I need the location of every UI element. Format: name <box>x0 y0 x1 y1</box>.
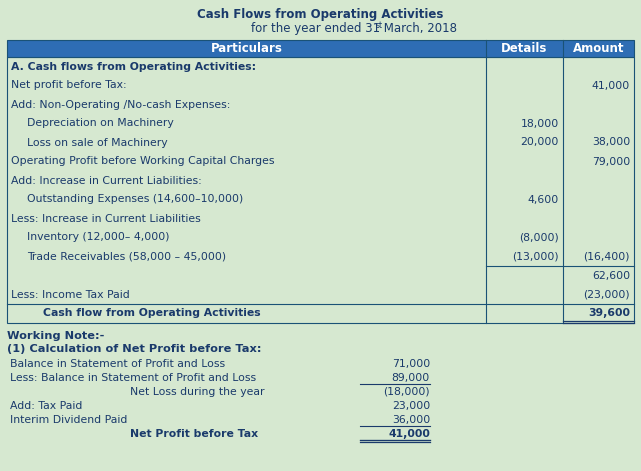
Text: 62,600: 62,600 <box>592 270 630 281</box>
Text: (18,000): (18,000) <box>383 387 430 397</box>
Text: Cash Flows from Operating Activities: Cash Flows from Operating Activities <box>197 8 444 21</box>
Bar <box>7 57 634 323</box>
Bar <box>7 40 634 57</box>
Text: 79,000: 79,000 <box>592 156 630 167</box>
Text: Net Profit before Tax: Net Profit before Tax <box>130 429 258 439</box>
Text: Add: Increase in Current Liabilities:: Add: Increase in Current Liabilities: <box>11 176 202 186</box>
Text: (13,000): (13,000) <box>512 252 559 261</box>
Text: Less: Increase in Current Liabilities: Less: Increase in Current Liabilities <box>11 213 201 224</box>
Text: 4,600: 4,600 <box>528 195 559 204</box>
Text: Balance in Statement of Profit and Loss: Balance in Statement of Profit and Loss <box>10 359 225 369</box>
Text: March, 2018: March, 2018 <box>379 22 456 35</box>
Text: Inventory (12,000– 4,000): Inventory (12,000– 4,000) <box>27 233 169 243</box>
Text: for the year ended 31: for the year ended 31 <box>251 22 380 35</box>
Text: Operating Profit before Working Capital Charges: Operating Profit before Working Capital … <box>11 156 274 167</box>
Text: 20,000: 20,000 <box>520 138 559 147</box>
Text: 39,600: 39,600 <box>588 309 630 318</box>
Text: st: st <box>376 21 383 30</box>
Text: Loss on sale of Machinery: Loss on sale of Machinery <box>27 138 168 147</box>
Text: 36,000: 36,000 <box>392 415 430 425</box>
Text: (23,000): (23,000) <box>583 290 630 300</box>
Text: (16,400): (16,400) <box>583 252 630 261</box>
Text: Trade Receivables (58,000 – 45,000): Trade Receivables (58,000 – 45,000) <box>27 252 226 261</box>
Text: Less: Income Tax Paid: Less: Income Tax Paid <box>11 290 129 300</box>
Text: Add: Tax Paid: Add: Tax Paid <box>10 401 83 411</box>
Text: Cash flow from Operating Activities: Cash flow from Operating Activities <box>43 309 261 318</box>
Text: Add: Non-Operating /No-cash Expenses:: Add: Non-Operating /No-cash Expenses: <box>11 99 230 109</box>
Text: Particulars: Particulars <box>210 42 283 55</box>
Text: Interim Dividend Paid: Interim Dividend Paid <box>10 415 128 425</box>
Text: 38,000: 38,000 <box>592 138 630 147</box>
Text: Net Loss during the year: Net Loss during the year <box>130 387 265 397</box>
Text: Net profit before Tax:: Net profit before Tax: <box>11 81 127 90</box>
Text: Less: Balance in Statement of Profit and Loss: Less: Balance in Statement of Profit and… <box>10 373 256 383</box>
Text: 23,000: 23,000 <box>392 401 430 411</box>
Text: 41,000: 41,000 <box>388 429 430 439</box>
Text: Outstanding Expenses (14,600–10,000): Outstanding Expenses (14,600–10,000) <box>27 195 243 204</box>
Text: (1) Calculation of Net Profit before Tax:: (1) Calculation of Net Profit before Tax… <box>7 344 262 354</box>
Text: A. Cash flows from Operating Activities:: A. Cash flows from Operating Activities: <box>11 62 256 72</box>
Text: Amount: Amount <box>573 42 624 55</box>
Text: Details: Details <box>501 42 547 55</box>
Text: (8,000): (8,000) <box>519 233 559 243</box>
Text: 18,000: 18,000 <box>520 119 559 129</box>
Text: Depreciation on Machinery: Depreciation on Machinery <box>27 119 174 129</box>
Text: 41,000: 41,000 <box>592 81 630 90</box>
Text: 71,000: 71,000 <box>392 359 430 369</box>
Text: Working Note:-: Working Note:- <box>7 331 104 341</box>
Text: 89,000: 89,000 <box>392 373 430 383</box>
